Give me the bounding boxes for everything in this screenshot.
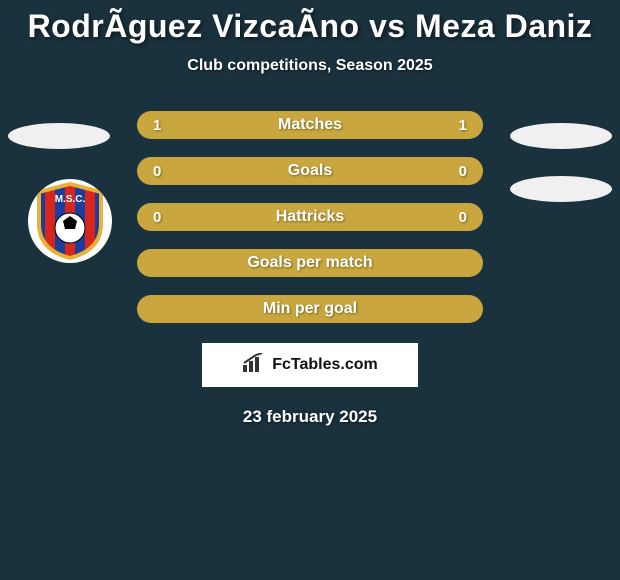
stat-right-value: 1 [449,117,467,134]
stat-bar-goals: 0 Goals 0 [137,157,483,185]
stat-row: Min per goal [0,295,620,323]
stat-label: Matches [171,116,449,134]
stat-bar-gpm: Goals per match [137,249,483,277]
club-right-placeholder [510,176,612,202]
stat-label: Goals per match [171,254,449,272]
stat-left-value: 0 [153,209,171,226]
stat-right-value: 0 [449,163,467,180]
stat-label: Hattricks [171,208,449,226]
subtitle: Club competitions, Season 2025 [0,57,620,75]
svg-text:M.S.C.: M.S.C. [55,194,86,205]
stat-left-value: 0 [153,163,171,180]
player-right-placeholder [510,123,612,149]
branding-text: FcTables.com [272,356,378,374]
stat-bar-matches: 1 Matches 1 [137,111,483,139]
stat-right-value: 0 [449,209,467,226]
stat-left-value: 1 [153,117,171,134]
stat-bar-hattricks: 0 Hattricks 0 [137,203,483,231]
crest-icon: M.S.C. [35,182,105,260]
stat-label: Goals [171,162,449,180]
club-crest-left: M.S.C. [28,179,112,263]
player-left-placeholder [8,123,110,149]
branding-box: FcTables.com [202,343,418,387]
comparison-title: RodrÃ­guez VizcaÃ­no vs Meza Daniz [0,8,620,45]
chart-icon [242,353,266,378]
stat-bar-mpg: Min per goal [137,295,483,323]
date-text: 23 february 2025 [0,407,620,427]
stat-label: Min per goal [171,300,449,318]
